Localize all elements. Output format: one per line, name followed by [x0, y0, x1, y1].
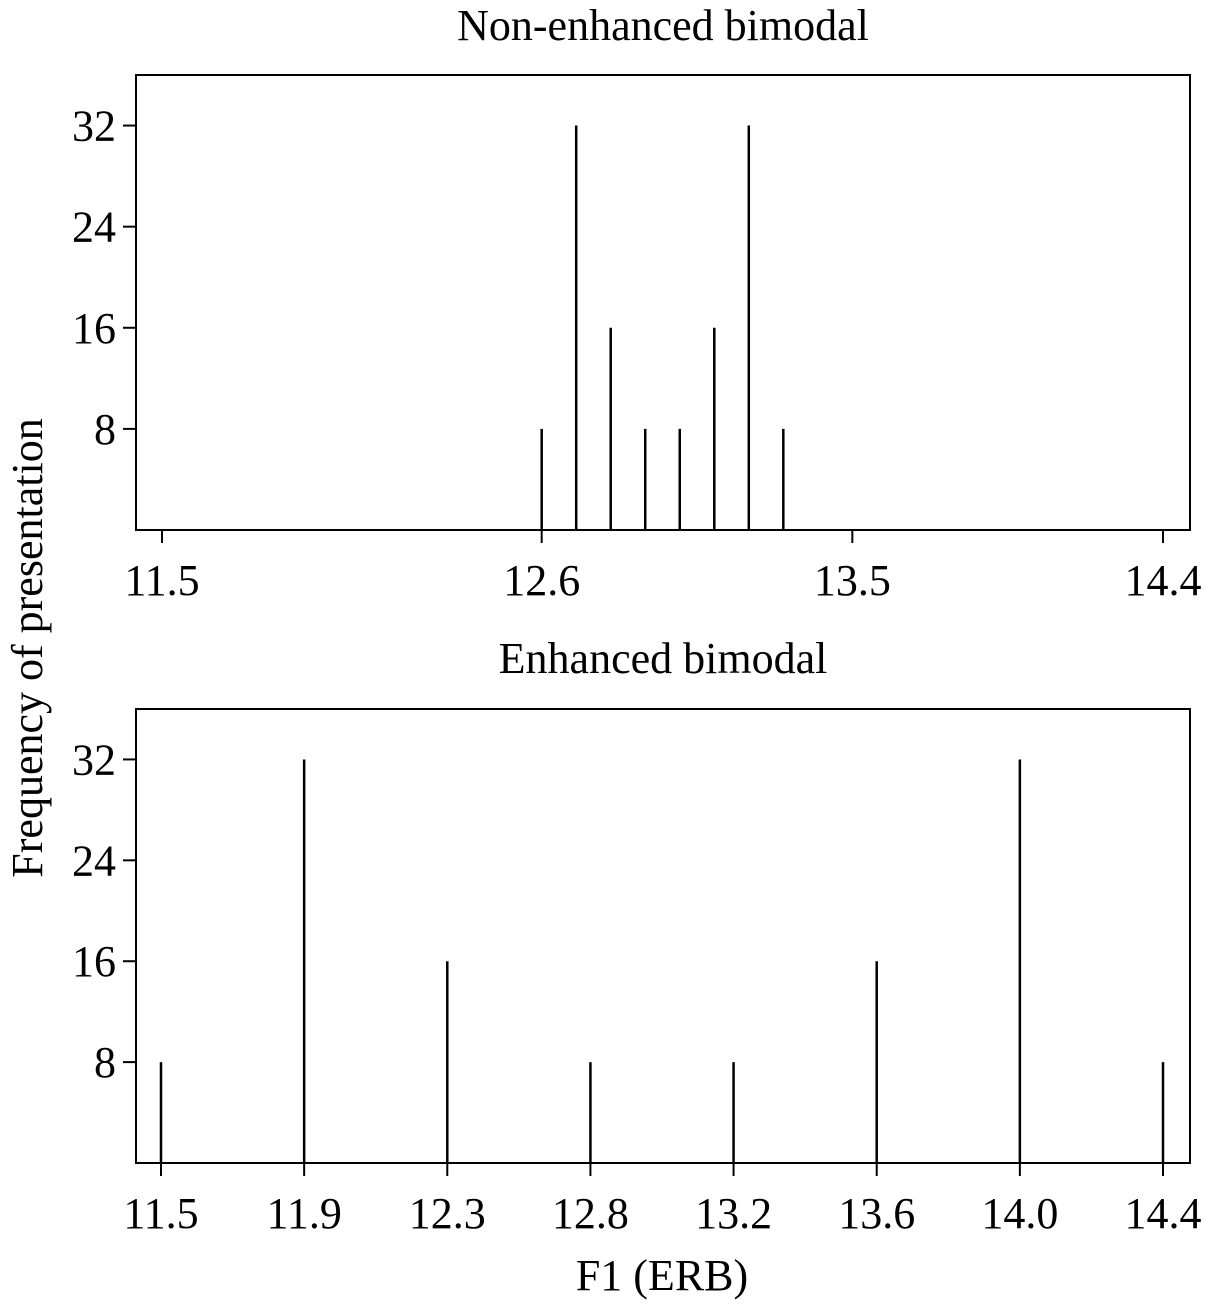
y-axis-label: Frequency of presentation — [3, 418, 52, 877]
chart-1-y-tick-label-8: 8 — [94, 405, 116, 454]
chart-2-x-tick-label-13-6: 13.6 — [838, 1189, 915, 1238]
chart-1: Non-enhanced bimodal 8 16 24 32 11.5 12.6 13.5 1… — [72, 1, 1202, 605]
chart-2-x-tick-label-11-5: 11.5 — [123, 1189, 198, 1238]
chart-2-y-tick-label-8: 8 — [94, 1038, 116, 1087]
chart-2-title: Enhanced bimodal — [499, 634, 828, 683]
chart-1-x-tick-label-11-5: 11.5 — [124, 556, 199, 605]
chart-2-plot-frame — [135, 708, 1191, 1164]
chart-2-x-tick-label-12-3: 12.3 — [409, 1189, 486, 1238]
chart-2-y-tick-label-16: 16 — [72, 937, 116, 986]
chart-2-x-tick-label-14-0: 14.0 — [981, 1189, 1058, 1238]
chart-1-y-tick-label-32: 32 — [72, 102, 116, 151]
chart-2-x-tick-label-14-4: 14.4 — [1125, 1189, 1202, 1238]
chart-2: Enhanced bimodal 8 16 24 32 11.5 11.9 12.3 12.8 1… — [72, 634, 1202, 1238]
chart-2-x-tick-label-11-9: 11.9 — [266, 1189, 341, 1238]
chart-1-x-tick-label-14-4: 14.4 — [1125, 556, 1202, 605]
chart-2-y-tick-label-32: 32 — [72, 735, 116, 784]
chart-1-x-tick-label-12-6: 12.6 — [503, 556, 580, 605]
chart-1-title: Non-enhanced bimodal — [457, 1, 869, 50]
x-axis-label: F1 (ERB) — [576, 1251, 748, 1300]
chart-2-x-tick-label-13-2: 13.2 — [695, 1189, 772, 1238]
chart-2-x-tick-label-12-8: 12.8 — [552, 1189, 629, 1238]
chart-1-y-tick-label-16: 16 — [72, 304, 116, 353]
chart-1-y-tick-label-24: 24 — [72, 203, 116, 252]
chart-1-x-tick-label-13-5: 13.5 — [814, 556, 891, 605]
chart-2-y-tick-label-24: 24 — [72, 836, 116, 885]
chart-1-plot-frame — [135, 74, 1191, 531]
